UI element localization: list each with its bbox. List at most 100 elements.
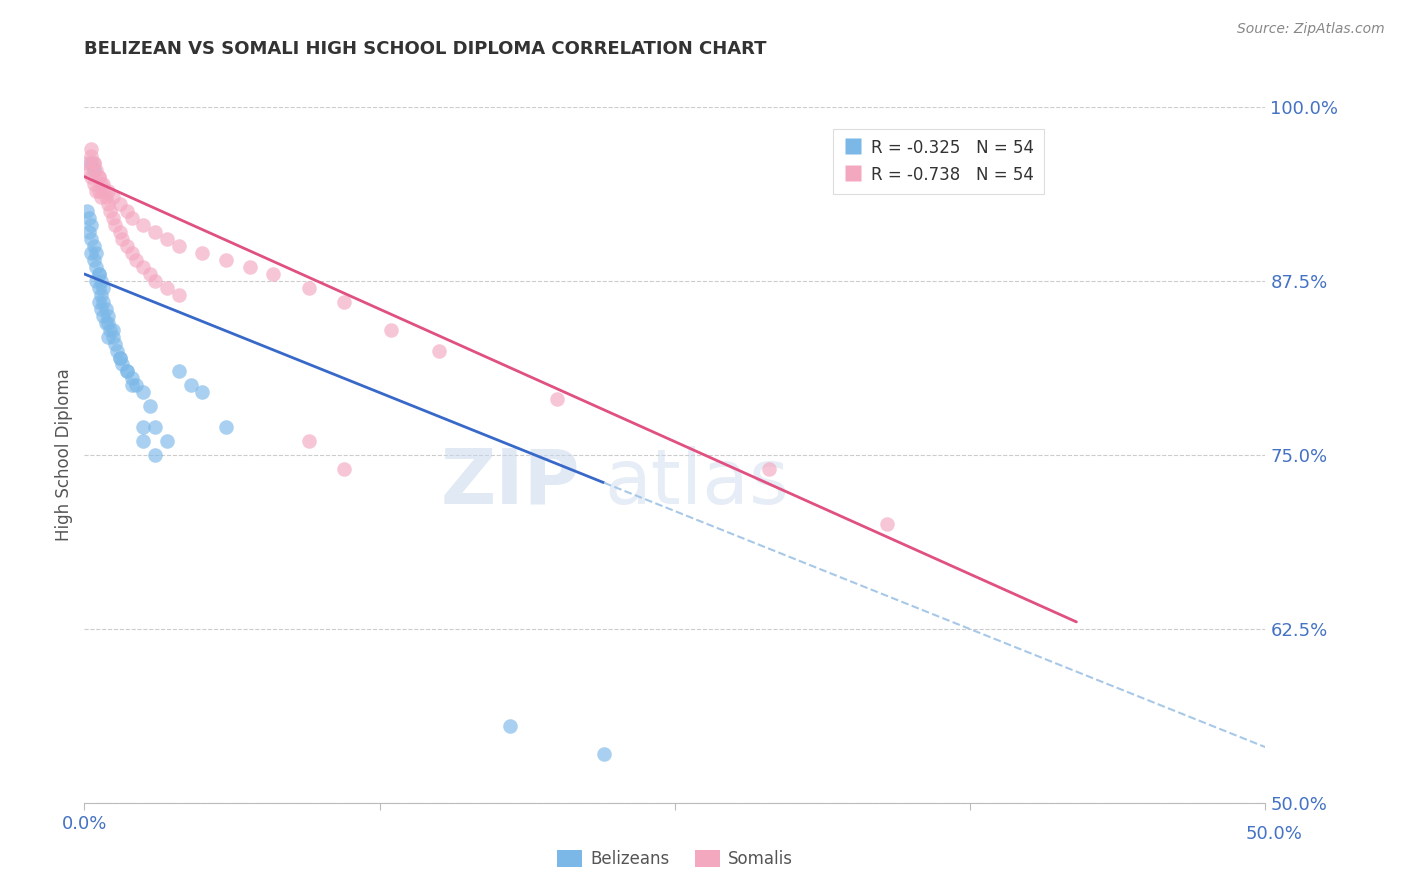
Point [94,190,117,204]
Point [101,329,124,343]
Y-axis label: High School Diploma: High School Diploma [55,368,73,541]
Point [180,378,202,392]
Point [77,162,100,177]
Point [298,281,321,295]
Point [91,184,114,198]
Point [139,399,162,413]
Point [498,719,520,733]
Point [167,288,190,302]
Point [115,204,138,219]
Point [546,392,568,407]
Point [298,434,321,448]
Point [143,274,166,288]
Point [239,260,262,274]
Point [333,294,356,309]
Text: ZIP: ZIP [441,446,581,520]
Point [87,294,110,309]
Point [121,211,143,226]
Point [97,184,120,198]
Point [87,267,110,281]
Point [87,169,110,184]
Point [191,246,214,260]
Point [125,378,148,392]
Point [121,371,143,385]
Point [139,267,162,281]
Point [111,232,134,246]
Point [80,155,103,169]
Point [111,358,134,372]
Point [215,253,238,268]
Point [80,219,103,233]
Point [80,149,103,163]
Point [758,462,780,476]
Point [191,385,214,400]
Point [262,267,284,281]
Point [84,274,107,288]
Text: Source: ZipAtlas.com: Source: ZipAtlas.com [1237,22,1385,37]
Point [115,364,138,378]
Point [84,162,107,177]
Point [108,351,131,365]
Point [876,517,898,532]
Point [101,211,124,226]
Point [167,239,190,253]
Point [83,239,105,253]
Point [132,260,155,274]
Point [76,204,98,219]
Point [132,420,155,434]
Point [91,294,114,309]
Point [215,420,238,434]
Point [83,155,105,169]
Point [427,343,450,358]
Point [107,343,129,358]
Point [132,434,155,448]
Point [115,364,138,378]
Point [115,239,138,253]
Point [121,246,143,260]
Point [87,281,110,295]
Point [167,364,190,378]
Point [132,385,155,400]
Point [98,204,121,219]
Point [97,309,120,323]
Point [94,316,117,330]
Point [91,177,114,191]
Point [77,211,100,226]
Point [87,184,110,198]
Point [83,253,105,268]
Point [156,232,179,246]
Point [90,288,112,302]
Point [80,232,103,246]
Point [90,301,112,316]
Point [83,177,105,191]
Point [84,184,107,198]
Point [101,323,124,337]
Text: atlas: atlas [605,446,789,520]
Point [143,225,166,239]
Point [80,142,103,156]
Point [84,246,107,260]
Point [83,155,105,169]
Point [90,274,112,288]
Point [97,329,120,343]
Point [143,420,166,434]
Point [90,177,112,191]
Point [108,225,131,239]
Point [76,155,98,169]
Point [90,190,112,204]
Point [108,351,131,365]
Point [333,462,356,476]
Point [77,225,100,239]
Legend: R = -0.325   N = 54, R = -0.738   N = 54: R = -0.325 N = 54, R = -0.738 N = 54 [834,129,1045,194]
Point [156,281,179,295]
Point [121,378,143,392]
Point [143,448,166,462]
Point [108,197,131,211]
Text: BELIZEAN VS SOMALI HIGH SCHOOL DIPLOMA CORRELATION CHART: BELIZEAN VS SOMALI HIGH SCHOOL DIPLOMA C… [84,40,766,58]
Point [84,260,107,274]
Point [593,747,616,761]
Point [132,219,155,233]
Point [87,169,110,184]
Point [80,246,103,260]
Point [80,169,103,184]
